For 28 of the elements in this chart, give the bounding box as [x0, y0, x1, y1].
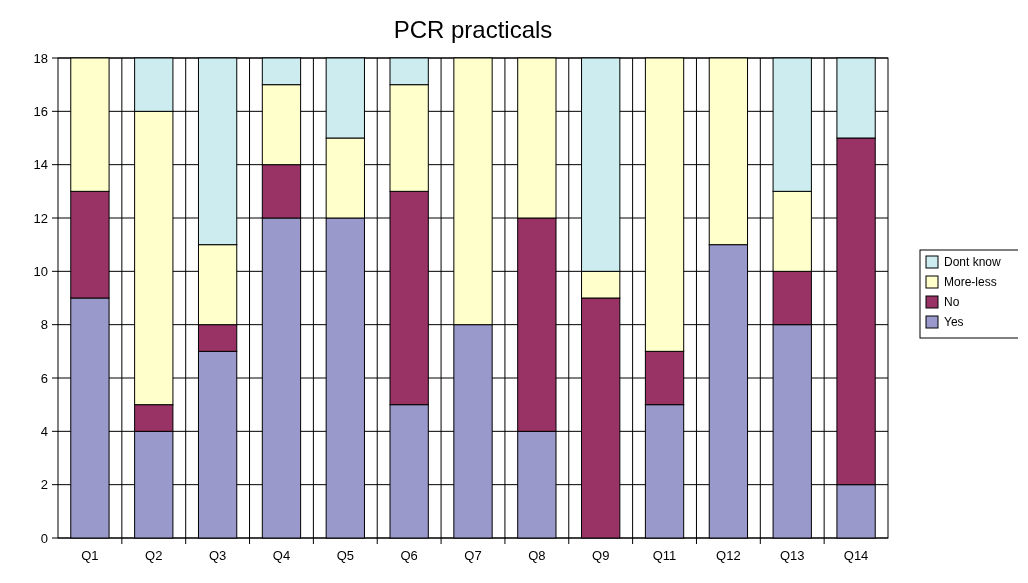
x-tick-label: Q2	[145, 548, 163, 563]
y-tick-label: 16	[33, 103, 48, 119]
legend-label: No	[944, 295, 960, 310]
x-tick-label: Q1	[81, 548, 99, 563]
y-tick-label: 10	[33, 263, 48, 279]
x-tick-label: Q9	[592, 548, 610, 563]
y-tick-label: 14	[33, 157, 48, 173]
legend-label: Dont know	[944, 255, 1002, 270]
x-tick-label: Q6	[400, 548, 418, 563]
y-tick-label: 6	[40, 370, 48, 386]
x-tick-label: Q3	[208, 548, 227, 563]
y-tick-label: 18	[33, 50, 48, 66]
y-tick-label: 0	[40, 530, 48, 546]
chart-title: PCR practicals	[393, 16, 553, 43]
legend-label: More-less	[944, 275, 997, 290]
y-tick-label: 12	[33, 210, 48, 226]
x-tick-label: Q4	[272, 548, 291, 563]
x-tick-label: Q12	[716, 548, 741, 563]
y-tick-label: 8	[40, 317, 48, 333]
x-tick-label: Q8	[528, 548, 546, 563]
y-tick-label: 4	[40, 423, 48, 439]
legend-label: Yes	[944, 315, 964, 330]
x-tick-label: Q7	[464, 548, 482, 563]
y-tick-label: 2	[40, 477, 48, 493]
x-tick-label: Q14	[843, 548, 869, 563]
x-tick-label: Q5	[336, 548, 354, 563]
x-tick-label: Q11	[652, 548, 677, 563]
x-tick-label: Q13	[779, 548, 805, 563]
